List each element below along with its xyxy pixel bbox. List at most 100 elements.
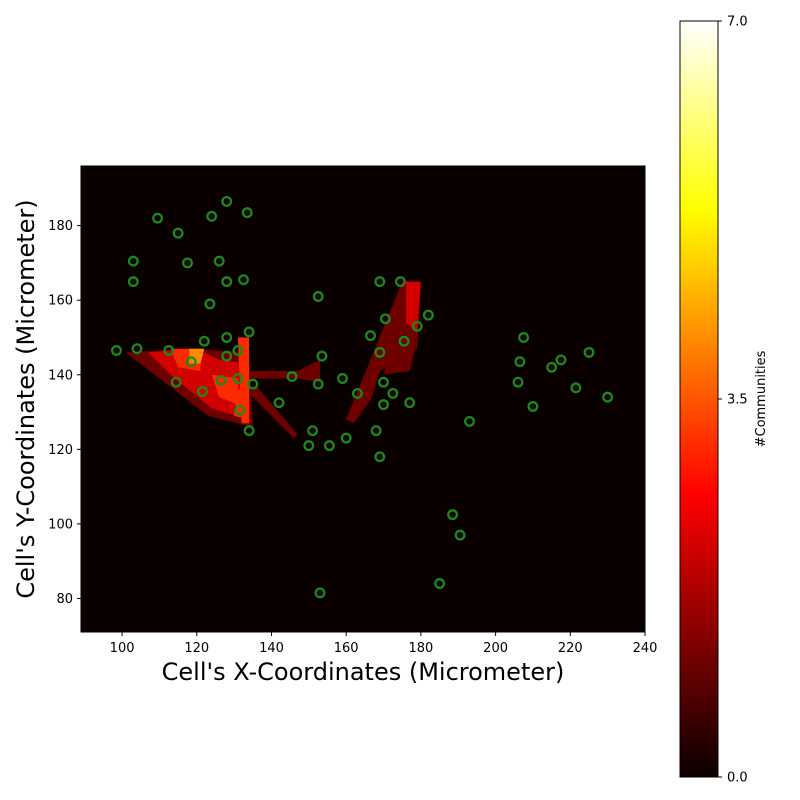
cell-point [378, 399, 389, 411]
cell-point [221, 195, 233, 207]
x-axis: 100 120 140 160 180 200 220 240 [110, 632, 658, 656]
heat-layer [125, 281, 421, 439]
cell-point [434, 578, 446, 589]
cell-point [238, 274, 249, 286]
cell-point [374, 276, 386, 288]
cell-point [273, 397, 285, 409]
cell-point [337, 373, 348, 384]
x-tick-label: 200 [483, 641, 508, 656]
x-tick-label: 180 [408, 641, 433, 656]
cell-point [243, 425, 255, 437]
cell-point [127, 276, 139, 288]
cell-point [131, 343, 143, 355]
cell-point [323, 440, 335, 452]
cell-point [243, 326, 255, 338]
cell-point [527, 401, 539, 412]
cell-point [172, 227, 184, 239]
plot-area [80, 165, 646, 633]
y-tick-label: 80 [56, 592, 73, 607]
cell-point [514, 356, 526, 368]
cell-point [163, 345, 175, 356]
cell-point [378, 376, 389, 388]
heat-region-diagonal-strip [249, 386, 298, 439]
cell-point [555, 354, 567, 366]
cell-point [213, 255, 225, 267]
y-axis-title: Cell's Y-Coordinates (Micrometer) [12, 199, 40, 598]
cell-point [387, 387, 399, 399]
cell-point [182, 257, 193, 269]
cell-point [422, 309, 434, 321]
heat-region-band-to-150 [249, 359, 320, 383]
x-tick-label: 220 [558, 641, 583, 656]
cell-point [374, 346, 386, 358]
y-tick-label: 100 [48, 517, 73, 532]
colorbar-title: #Communities [754, 350, 769, 447]
cell-point [316, 350, 328, 362]
colorbar-ticks: 0.0 3.5 7.0 [718, 15, 748, 786]
cell-point [464, 415, 475, 427]
cell-point [221, 332, 233, 343]
cell-point [232, 373, 244, 384]
cell-point [365, 330, 376, 342]
heat-region-left-hot-c [234, 386, 250, 420]
cell-point [206, 210, 218, 222]
colorbar-gradient [679, 20, 719, 778]
cell-point [314, 587, 326, 599]
heat-region-left-core [148, 348, 250, 420]
cell-point [583, 346, 595, 358]
cell-points [111, 195, 614, 599]
colorbar-tick-label: 3.5 [727, 393, 748, 408]
cell-point [232, 345, 244, 356]
cell-point [241, 207, 253, 219]
heat-region-right-spike-core [406, 281, 421, 330]
cell-point [221, 350, 233, 362]
cell-point [312, 291, 324, 302]
cell-point [546, 361, 558, 373]
cell-point [374, 451, 386, 463]
colorbar-tick-label: 7.0 [727, 15, 748, 30]
y-tick-label: 120 [48, 443, 73, 458]
cell-point [454, 529, 466, 541]
cell-point [152, 212, 164, 224]
cell-point [602, 391, 614, 403]
cell-point [404, 397, 416, 409]
x-tick-label: 100 [110, 641, 135, 656]
cell-point [370, 425, 382, 437]
cell-point [127, 255, 139, 267]
colorbar: 0.0 3.5 7.0 #Communities [679, 15, 769, 786]
y-axis: 80 100 120 140 160 180 [48, 219, 81, 607]
cell-point [185, 356, 197, 368]
cell-point [394, 276, 406, 288]
cell-point [340, 432, 352, 444]
y-tick-label: 160 [48, 294, 73, 309]
x-tick-label: 160 [334, 641, 359, 656]
cell-point [447, 509, 459, 521]
cell-point [379, 313, 391, 325]
cell-point [204, 298, 216, 310]
colorbar-tick-label: 0.0 [727, 771, 748, 786]
cell-point [303, 440, 315, 452]
cell-point [398, 335, 410, 347]
cell-point [198, 335, 210, 347]
cell-point [247, 378, 259, 390]
cell-point [307, 425, 319, 437]
cell-point [570, 382, 582, 394]
plot-frame [80, 165, 646, 633]
x-tick-label: 240 [633, 641, 658, 656]
cell-point [215, 374, 227, 386]
cell-point [411, 320, 423, 332]
x-tick-label: 120 [184, 641, 209, 656]
heat-region-left-orange [189, 348, 205, 364]
cell-point [221, 276, 233, 288]
cell-point [512, 376, 524, 388]
cell-point [312, 378, 324, 390]
cell-point [518, 332, 530, 343]
x-tick-label: 140 [259, 641, 284, 656]
y-tick-label: 140 [48, 368, 73, 383]
cell-point [111, 345, 122, 356]
y-tick-label: 180 [48, 219, 73, 234]
x-axis-title: Cell's X-Coordinates (Micrometer) [162, 658, 565, 686]
heat-region-right-wedge-extension [383, 341, 418, 375]
cell-point [196, 386, 208, 397]
